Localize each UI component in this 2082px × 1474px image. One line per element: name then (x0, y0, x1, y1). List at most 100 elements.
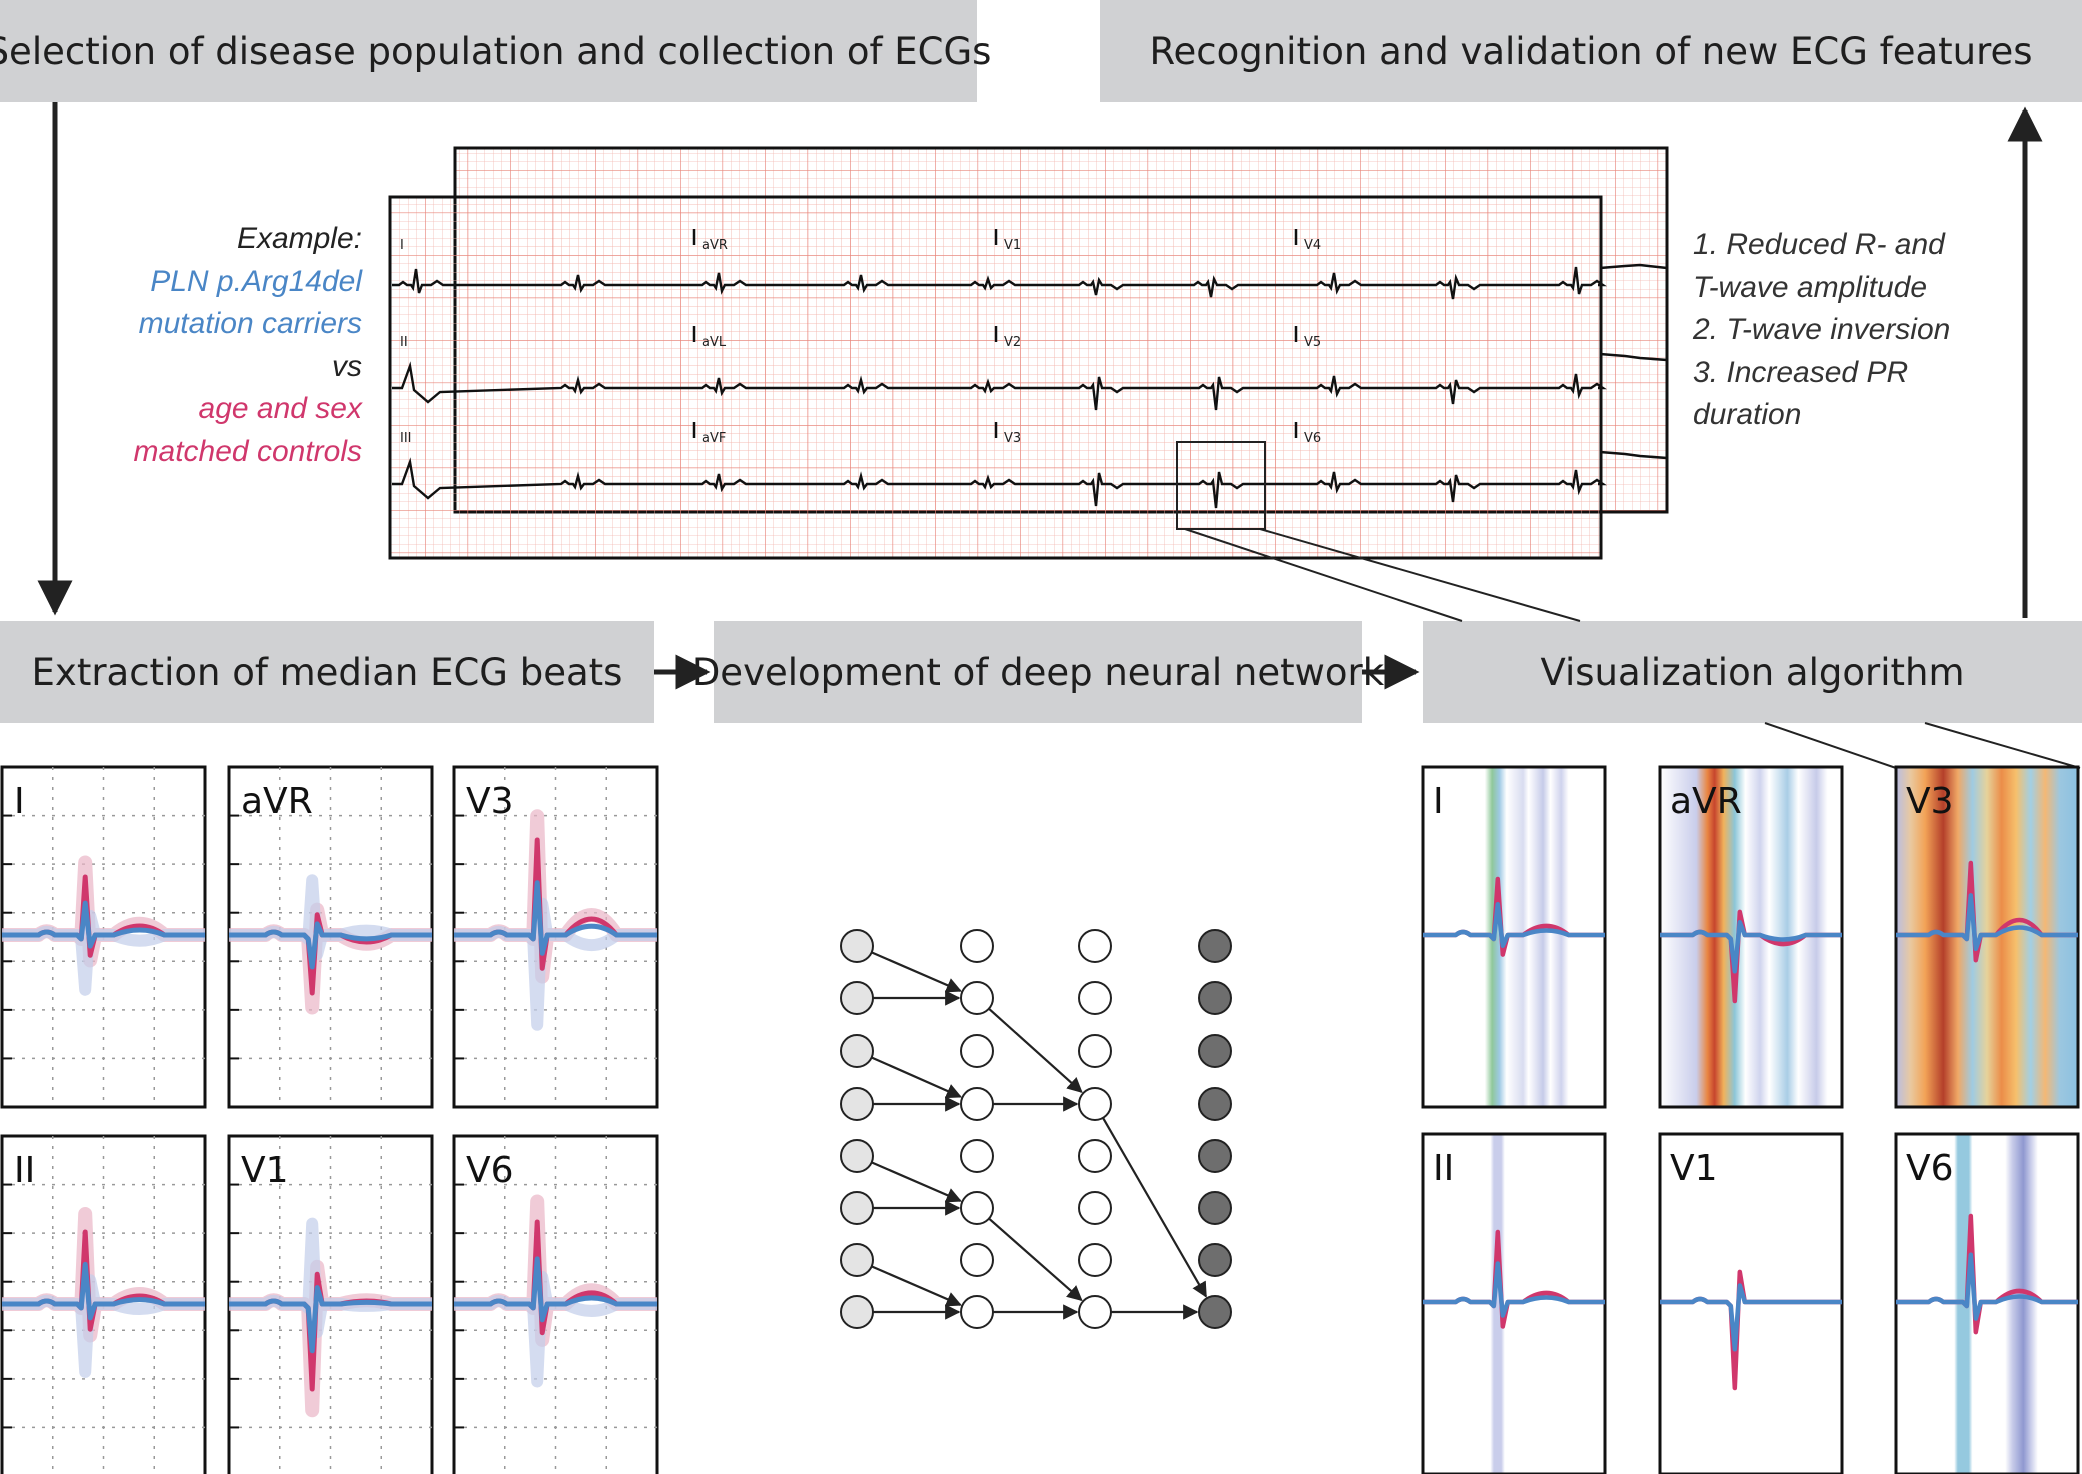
nn-edge (1102, 1117, 1207, 1298)
example-label: Example: (236, 222, 362, 255)
nn-node (840, 981, 874, 1015)
carrier-visual-trace (1660, 920, 1842, 974)
example-controls-2: matched controls (133, 434, 362, 468)
visual-panel-i: I (1421, 765, 1607, 1109)
ecg-lead-label: V3 (1004, 431, 1021, 446)
median-panel-label: V6 (466, 1150, 514, 1191)
median-panel-i: I (0, 765, 207, 1109)
extraction-label: Extraction of median ECG beats (31, 650, 623, 694)
nn-edge (988, 1217, 1083, 1302)
ecg-lead-label: I (400, 238, 404, 253)
nn-node (960, 1243, 994, 1277)
ecg-lead-label: aVL (702, 335, 727, 350)
ecg-trace-row-3 (392, 457, 1607, 509)
visual-panel-label: V3 (1906, 781, 1954, 822)
nn-edge (988, 1007, 1083, 1094)
ecg-lead-label: V1 (1004, 238, 1021, 253)
nn-node (960, 1139, 994, 1173)
visualization-label: Visualization algorithm (1540, 650, 1965, 694)
example-text: Example: PLN p.Arg14del mutation carrier… (134, 218, 362, 473)
ecg-trace-row-2 (392, 361, 1607, 411)
nn-node (960, 981, 994, 1015)
nn-node (840, 1087, 874, 1121)
median-panel-ii: II (0, 1134, 207, 1474)
ecg-trace-row-1 (392, 266, 1607, 300)
nn-node (1198, 1191, 1232, 1225)
feature-3a: 3. Increased PR (1693, 355, 1909, 389)
carrier-visual-trace (1660, 1283, 1842, 1352)
visual-panel-label: II (1433, 1148, 1454, 1189)
zoom-line-1 (1184, 528, 1463, 622)
nn-node (1078, 981, 1112, 1015)
feature-1b: T-wave amplitude (1693, 270, 1928, 304)
median-panel-label: II (14, 1150, 35, 1191)
zoom-line-3 (1764, 722, 1897, 769)
feature-1a: 1. Reduced R- and (1693, 228, 1945, 261)
nn-node (1078, 1243, 1112, 1277)
carrier-median-trace (229, 1285, 432, 1354)
example-carriers-1: PLN p.Arg14del (150, 264, 362, 298)
median-panel-v3: V3 (452, 765, 659, 1109)
development-box: Development of deep neural network (692, 621, 1384, 723)
nn-edge (871, 1056, 962, 1099)
nn-node (1078, 1295, 1112, 1329)
nn-node (1198, 1034, 1232, 1068)
nn-node (960, 1034, 994, 1068)
ecg-lead-label: II (400, 335, 408, 350)
ecg-lead-label: V2 (1004, 335, 1021, 350)
nn-node (960, 1295, 994, 1329)
visual-panel-avr: aVR (1658, 765, 1844, 1109)
ecg-lead-label: aVF (702, 431, 726, 446)
carrier-median-trace (454, 1256, 657, 1323)
ecg-lead-label: V4 (1304, 238, 1321, 253)
extraction-box: Extraction of median ECG beats (0, 621, 654, 723)
median-panel-v1: V1 (227, 1134, 434, 1474)
nn-node (840, 1191, 874, 1225)
carrier-median-trace (454, 880, 657, 956)
visual-panel-v1: V1 (1658, 1132, 1844, 1474)
ecg-lead-label: III (400, 431, 412, 446)
selection-box: Selection of disease population and coll… (0, 0, 991, 102)
ecg-lead-label: aVR (702, 238, 728, 253)
nn-node (1198, 1295, 1232, 1329)
nn-node (1078, 1191, 1112, 1225)
nn-node (1198, 1139, 1232, 1173)
example-carriers-2: mutation carriers (138, 307, 362, 340)
selection-label: Selection of disease population and coll… (0, 29, 992, 73)
recognition-box: Recognition and validation of new ECG fe… (1100, 0, 2082, 102)
nn-node (840, 1295, 874, 1329)
carrier-median-trace (2, 900, 205, 949)
carrier-visual-trace (1423, 901, 1605, 949)
visual-panel-ii: II (1421, 1132, 1607, 1474)
ecg-lead-label: V5 (1304, 335, 1321, 350)
example-vs: vs (332, 349, 362, 383)
nn-node (840, 929, 874, 963)
nn-node (960, 1191, 994, 1225)
visual-panel-label: aVR (1670, 781, 1742, 822)
ecg-lead-label: V6 (1304, 431, 1321, 446)
nn-node (1198, 1243, 1232, 1277)
median-panel-avr: aVR (227, 765, 434, 1109)
visual-panel-label: V6 (1906, 1148, 1954, 1189)
recognition-label: Recognition and validation of new ECG fe… (1149, 29, 2033, 73)
nn-node (840, 1034, 874, 1068)
median-panel-label: V1 (241, 1150, 289, 1191)
median-panel-label: V3 (466, 781, 514, 822)
visual-panel-label: I (1433, 781, 1444, 822)
feature-list: 1. Reduced R- and T-wave amplitude 2. T-… (1693, 224, 1950, 437)
median-panel-v6: V6 (452, 1134, 659, 1474)
zoom-box (1176, 441, 1266, 530)
neural-network (840, 929, 1232, 1329)
zoom-line-4 (1924, 722, 2081, 769)
feature-2: 2. T-wave inversion (1693, 313, 1951, 346)
nn-node (1078, 929, 1112, 963)
nn-node (1078, 1087, 1112, 1121)
nn-node (1078, 1034, 1112, 1068)
development-label: Development of deep neural network (691, 650, 1385, 694)
nn-node (1198, 929, 1232, 963)
carrier-median-trace (2, 1261, 205, 1321)
